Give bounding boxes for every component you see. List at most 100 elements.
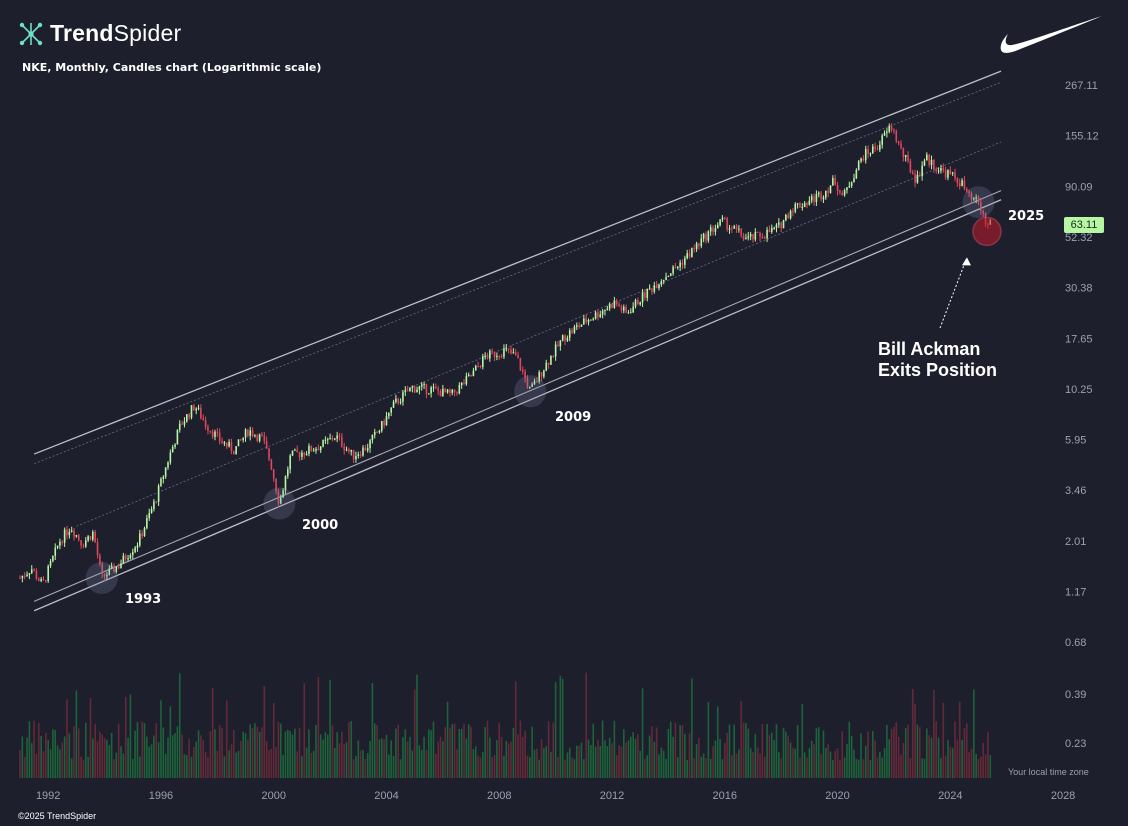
y-tick-label: 5.95 xyxy=(1065,435,1086,447)
candle-body xyxy=(319,446,322,451)
candle-body xyxy=(583,318,585,325)
volume-bar xyxy=(474,746,477,778)
candle-body xyxy=(30,569,33,574)
candle-body xyxy=(348,449,350,452)
candle-body xyxy=(127,558,129,560)
volume-bar xyxy=(491,756,494,778)
volume-bar xyxy=(594,746,597,778)
candle-body xyxy=(512,352,515,354)
volume-bar xyxy=(766,723,768,778)
volume-bar xyxy=(658,754,660,778)
volume-bar xyxy=(136,722,139,778)
candle-body xyxy=(827,190,829,193)
volume-bar xyxy=(554,682,557,778)
volume-bar xyxy=(449,727,451,778)
volume-bar xyxy=(930,737,933,778)
volume-bar xyxy=(613,720,616,778)
volume-bar xyxy=(268,749,270,778)
y-tick-label: 2.01 xyxy=(1065,536,1086,548)
volume-bar xyxy=(94,724,96,778)
volume-bar xyxy=(420,749,423,778)
volume-bar xyxy=(834,750,837,778)
candle-body xyxy=(606,308,609,311)
volume-bar xyxy=(684,733,686,778)
candle-body xyxy=(958,183,961,187)
volume-bar xyxy=(453,723,456,778)
candle-body xyxy=(345,449,348,451)
candle-body xyxy=(557,344,559,347)
candle-body xyxy=(190,405,193,418)
candle-body xyxy=(575,325,578,327)
candle-body xyxy=(113,565,115,572)
volume-bar xyxy=(244,733,247,778)
candle-body xyxy=(578,325,580,327)
volume-bar xyxy=(143,723,146,778)
volume-bar xyxy=(965,723,968,778)
volume-bar xyxy=(954,721,956,778)
y-tick-label: 90.09 xyxy=(1065,181,1093,193)
candle-body xyxy=(665,276,667,280)
volume-bar xyxy=(630,736,632,778)
volume-bar xyxy=(829,751,832,778)
trend-channel xyxy=(33,70,1002,612)
candle-body xyxy=(749,234,752,237)
volume-bar xyxy=(599,745,602,778)
volume-bar xyxy=(869,759,872,778)
candle-body xyxy=(338,435,341,437)
candle-body xyxy=(458,385,461,394)
candle-body xyxy=(162,476,165,479)
candle-body xyxy=(376,431,378,433)
candle-body xyxy=(853,178,855,183)
volume-bar xyxy=(935,721,938,778)
volume-bar xyxy=(627,740,630,778)
last-price-badge: 63.11 xyxy=(1064,217,1104,233)
volume-bar xyxy=(761,724,764,778)
candle-body xyxy=(96,542,99,556)
volume-bar xyxy=(693,758,696,778)
volume-bar xyxy=(528,757,531,778)
volume-bar xyxy=(667,728,670,778)
volume-bar xyxy=(536,748,538,778)
volume-bar xyxy=(622,729,625,778)
volume-bar xyxy=(848,721,851,778)
volume-bar xyxy=(296,751,299,778)
volume-bar xyxy=(221,728,223,778)
candle-body xyxy=(444,388,447,393)
volume-bar xyxy=(338,743,341,778)
candle-body xyxy=(644,292,646,298)
candle-body xyxy=(695,243,698,249)
volume-bar xyxy=(218,725,221,778)
candle-body xyxy=(940,167,942,171)
volume-bar xyxy=(378,739,381,778)
volume-bar xyxy=(225,700,228,778)
volume-bar xyxy=(148,746,151,778)
volume-bar xyxy=(653,741,656,778)
annotation-arrow-head xyxy=(961,257,971,266)
volume-bar xyxy=(305,747,308,778)
volume-bar xyxy=(223,756,226,778)
x-tick-label: 2012 xyxy=(600,790,624,802)
candle-body xyxy=(801,207,804,209)
candle-body xyxy=(106,575,108,577)
volume-bar xyxy=(80,756,82,778)
volume-bar xyxy=(96,741,99,778)
candle-body xyxy=(521,369,524,372)
annotation-1993: 1993 xyxy=(125,592,162,607)
volume-bar xyxy=(345,742,348,778)
candle-body xyxy=(298,452,301,457)
annotation-arrow xyxy=(939,257,971,329)
candle-body xyxy=(155,501,158,503)
volume-bar xyxy=(662,750,665,778)
candle-body xyxy=(87,536,89,541)
candle-body xyxy=(467,374,470,377)
volume-bar xyxy=(131,758,134,778)
volume-bar xyxy=(716,706,719,778)
candle-body xyxy=(442,388,444,397)
candle-body xyxy=(19,577,21,579)
volume-bar xyxy=(799,757,801,778)
candle-body xyxy=(540,372,543,377)
candle-body xyxy=(637,299,639,305)
volume-bar xyxy=(514,681,517,778)
volume-bar xyxy=(101,734,104,778)
